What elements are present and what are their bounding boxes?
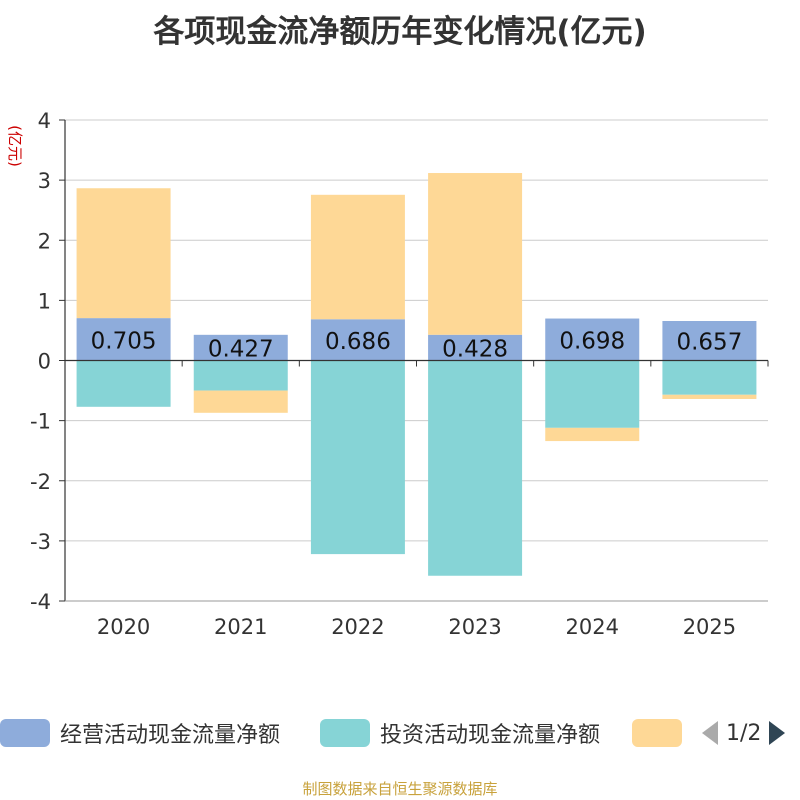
legend-pager: 1/2 bbox=[700, 716, 787, 750]
x-tick-label-2025: 2025 bbox=[683, 615, 736, 639]
y-tick-label: 1 bbox=[38, 289, 51, 313]
y-tick-label: 3 bbox=[38, 169, 51, 193]
bar-2022-series-1 bbox=[310, 360, 405, 555]
x-tick-label-2024: 2024 bbox=[566, 615, 619, 639]
prev-page-icon[interactable] bbox=[700, 719, 720, 747]
bar-2020-series-2 bbox=[76, 188, 171, 319]
legend-item-financing[interactable] bbox=[632, 716, 682, 750]
y-axis-label: (亿元) bbox=[6, 125, 24, 167]
y-tick-label: -3 bbox=[30, 530, 51, 554]
x-tick-label-2023: 2023 bbox=[448, 615, 501, 639]
next-page-icon[interactable] bbox=[767, 719, 787, 747]
bar-2020-series-0 bbox=[76, 318, 171, 361]
bar-2021-series-2 bbox=[193, 390, 288, 413]
x-tick-label-2020: 2020 bbox=[97, 615, 150, 639]
bar-series bbox=[76, 173, 757, 576]
footer-source: 制图数据来自恒生聚源数据库 bbox=[302, 780, 498, 798]
data-label-2024: 0.698 bbox=[559, 329, 625, 355]
legend-label-investing: 投资活动现金流量净额 bbox=[380, 723, 601, 748]
y-tick-label: -1 bbox=[30, 410, 51, 434]
data-labels: 0.705 0.427 0.686 0.428 0.698 0.657 bbox=[91, 328, 743, 362]
y-tick-label: 4 bbox=[38, 109, 51, 133]
bar-2025-series-0 bbox=[662, 320, 757, 361]
axes: 4 3 2 1 0 -1 -2 -3 -4 2020 2021 2022 2023 2024 2025 bbox=[30, 109, 769, 639]
legend-page-indicator: 1/2 bbox=[726, 720, 762, 746]
y-tick-label: 2 bbox=[38, 229, 51, 253]
data-label-2023: 0.428 bbox=[442, 337, 508, 363]
legend-swatch-financing bbox=[632, 719, 682, 747]
data-label-2025: 0.657 bbox=[676, 330, 742, 356]
legend-swatch-operating bbox=[0, 719, 50, 747]
legend-item-investing[interactable]: 投资活动现金流量净额 bbox=[320, 716, 600, 750]
bar-2020-series-1 bbox=[76, 360, 171, 407]
legend-item-operating[interactable]: 经营活动现金流量净额 bbox=[0, 716, 280, 750]
data-label-2022: 0.686 bbox=[325, 329, 391, 355]
bar-2021-series-1 bbox=[193, 360, 288, 391]
x-tick-label-2022: 2022 bbox=[331, 615, 384, 639]
bar-2022-series-2 bbox=[310, 194, 405, 320]
bar-2022-series-0 bbox=[310, 319, 405, 361]
bar-2025-series-1 bbox=[662, 360, 757, 395]
y-tick-label: -2 bbox=[30, 470, 51, 494]
bar-2023-series-1 bbox=[428, 360, 523, 576]
chart-title: 各项现金流净额历年变化情况(亿元) bbox=[153, 14, 647, 50]
bar-2024-series-1 bbox=[545, 360, 640, 428]
y-tick-label: -4 bbox=[30, 590, 51, 614]
data-label-2020: 0.705 bbox=[91, 328, 157, 354]
bar-2023-series-0 bbox=[428, 334, 523, 361]
bar-2025-series-2 bbox=[662, 394, 757, 399]
bar-2024-series-2 bbox=[545, 427, 640, 442]
legend-label-operating: 经营活动现金流量净额 bbox=[60, 723, 281, 748]
bar-2023-series-2 bbox=[428, 173, 523, 335]
y-tick-label: 0 bbox=[38, 350, 51, 374]
data-label-2021: 0.427 bbox=[208, 337, 274, 363]
legend-swatch-investing bbox=[320, 719, 370, 747]
bar-2024-series-0 bbox=[545, 318, 640, 361]
x-tick-label-2021: 2021 bbox=[214, 615, 267, 639]
bar-2021-series-0 bbox=[193, 334, 288, 361]
